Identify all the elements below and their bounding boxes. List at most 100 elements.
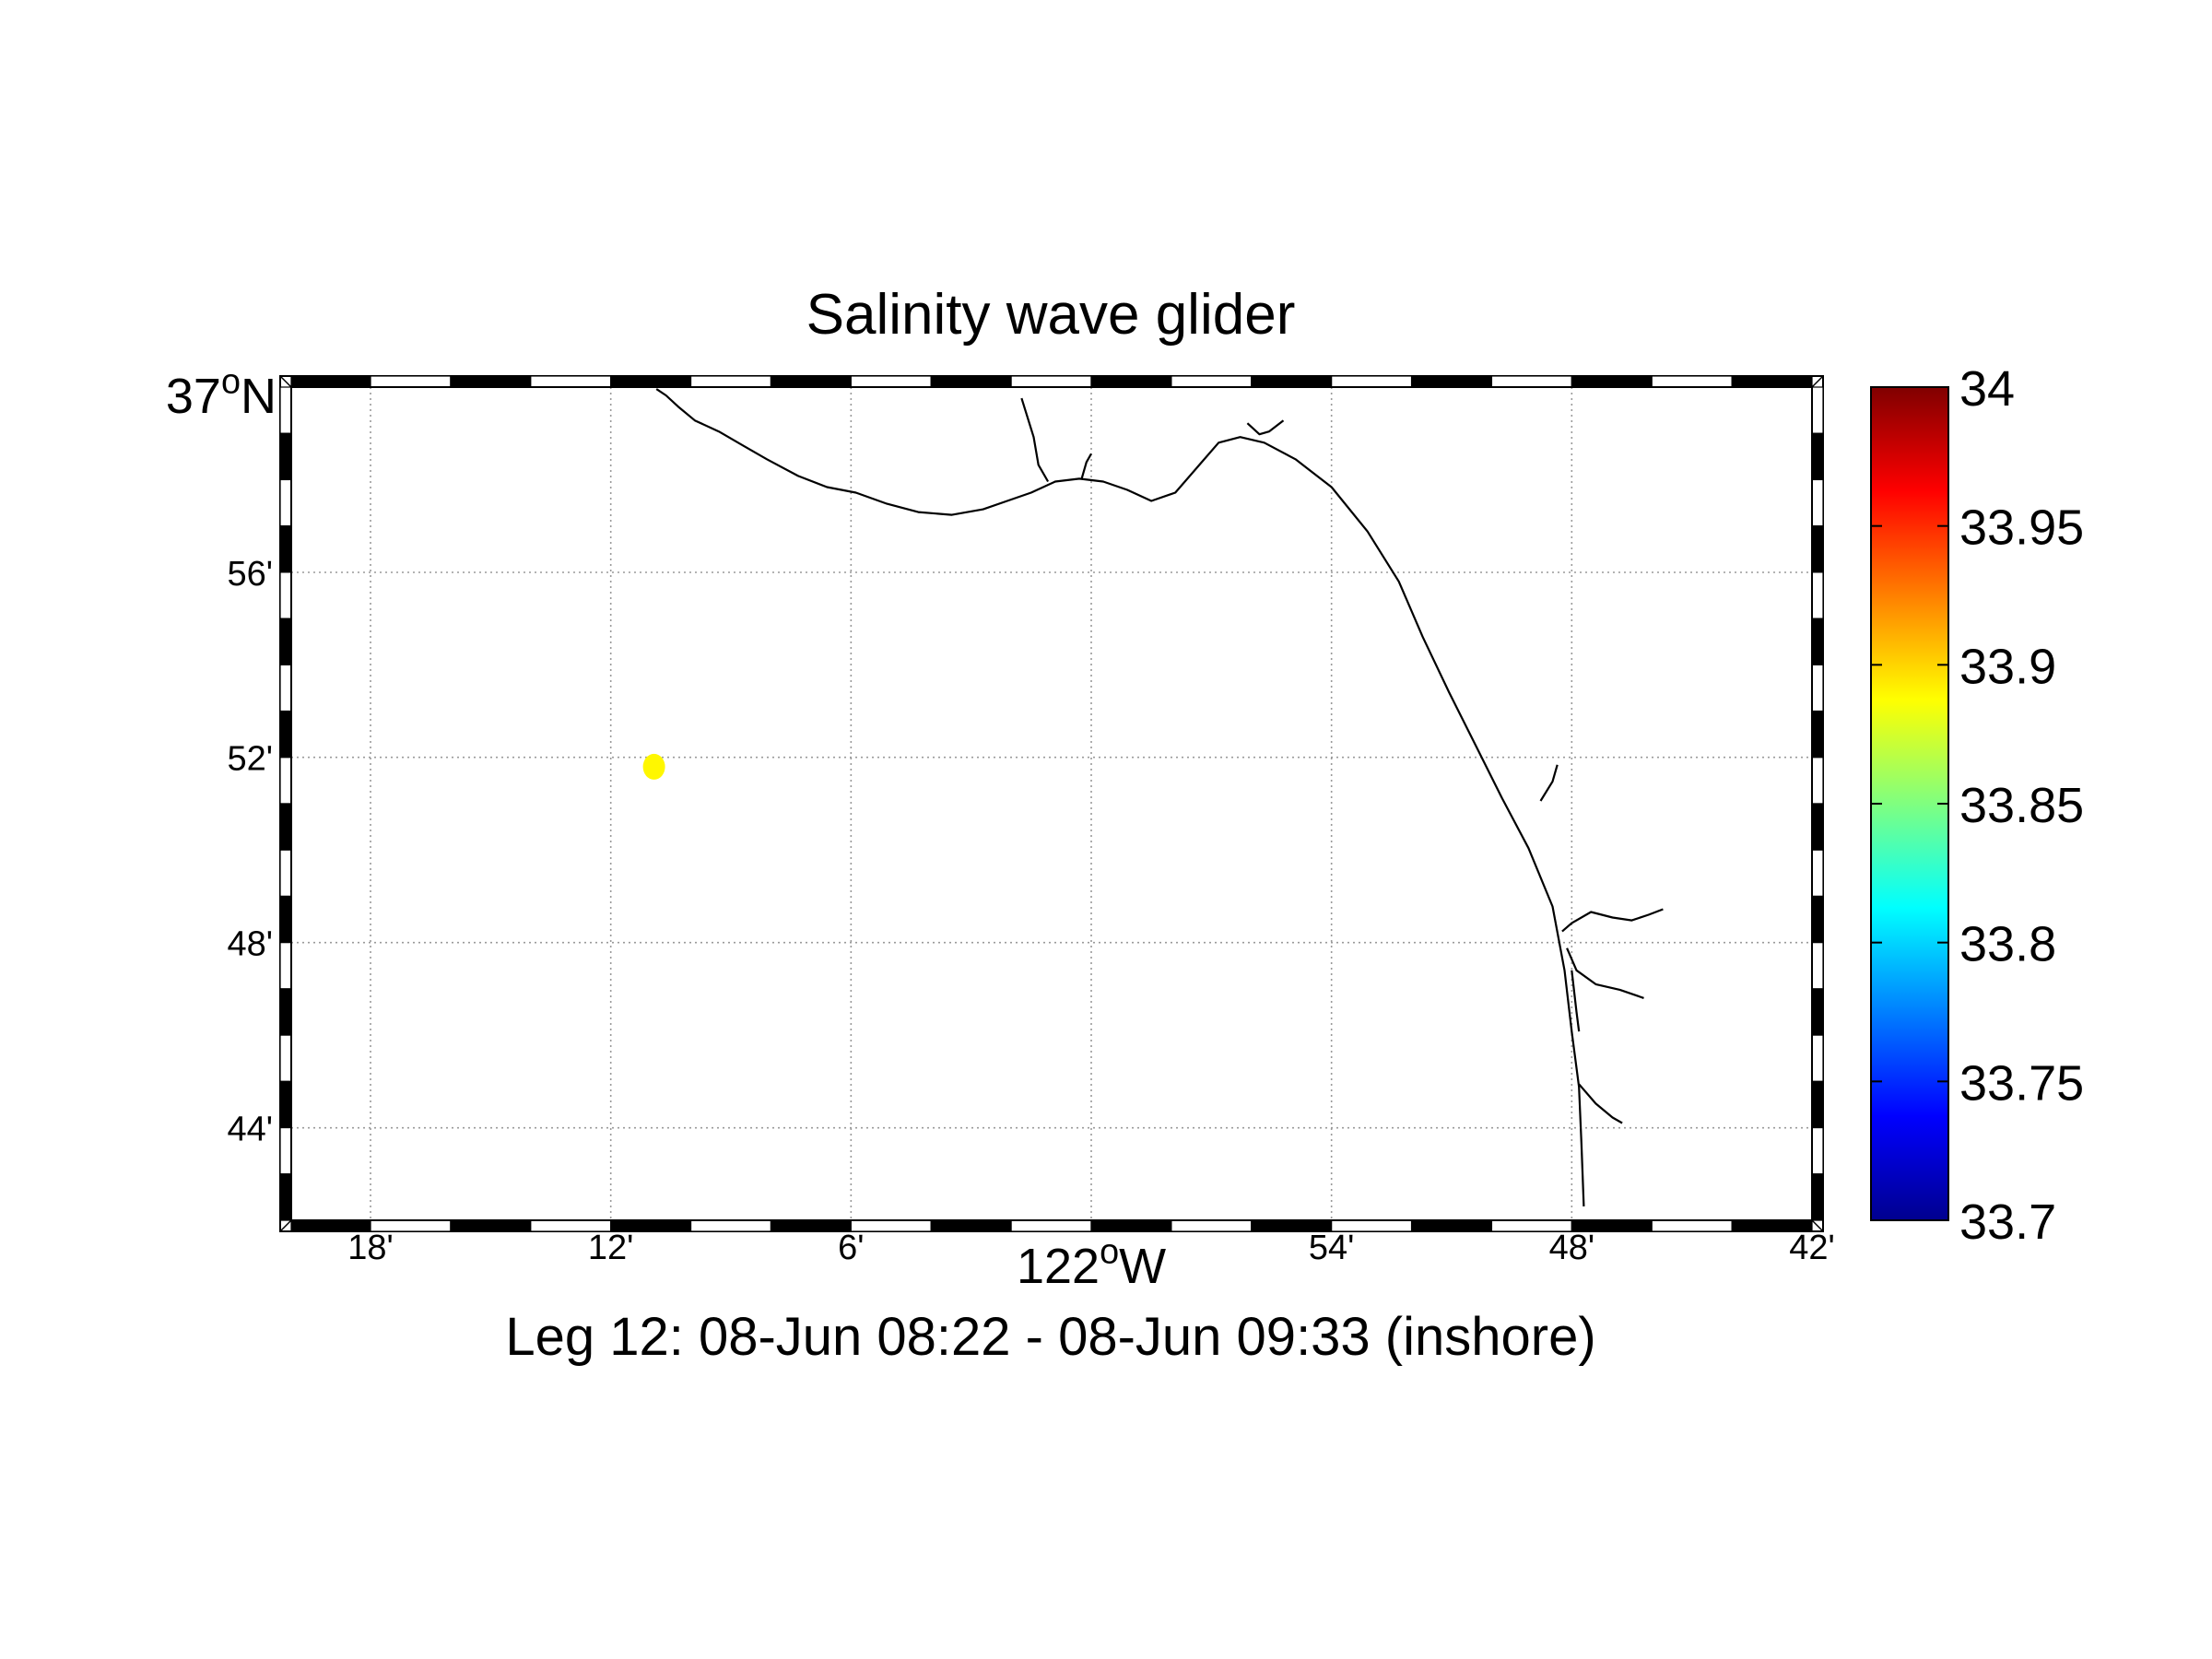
- frame-bar-segment: [279, 618, 292, 665]
- frame-bar-segment: [1651, 375, 1733, 388]
- map-frame: [279, 375, 1824, 1232]
- lat-tick-label: 44': [227, 1111, 273, 1149]
- frame-inner: [290, 386, 1813, 1221]
- frame-bar-segment: [279, 849, 292, 898]
- colorbar-label: 33.7: [1959, 1194, 2056, 1250]
- frame-bar-segment: [930, 1219, 1012, 1232]
- frame-bar-segment: [850, 375, 932, 388]
- frame-bar-segment: [1811, 525, 1824, 573]
- lat-tick-label: 48': [227, 925, 273, 964]
- glider-track: [642, 753, 665, 780]
- longitude-tick-labels: 18' 12' 6' 122oW 54' 48' 42': [347, 1229, 1835, 1294]
- frame-bar-segment: [279, 525, 292, 573]
- coastline-river: [1020, 397, 1050, 483]
- frame-bar-segment: [1410, 375, 1493, 388]
- coastline-river: [1246, 419, 1285, 436]
- frame-bar-segment: [279, 432, 292, 481]
- frame-bar-segment: [279, 1126, 292, 1175]
- frame-bar-segment: [1010, 375, 1092, 388]
- colorbar-label: 33.8: [1959, 917, 2056, 972]
- coastline-river: [1539, 764, 1559, 802]
- coastline-river: [1566, 947, 1644, 999]
- frame-bar-segment: [290, 375, 371, 388]
- coastline-main: [655, 388, 1585, 1206]
- frame-bar-segment: [279, 942, 292, 990]
- frame-bar-segment: [1651, 1219, 1733, 1232]
- frame-bar-segment: [610, 375, 692, 388]
- lon-tick-label: 6': [838, 1229, 864, 1267]
- frame-bar-segment: [1811, 1080, 1824, 1129]
- frame-bar-segment: [1811, 803, 1824, 851]
- frame-bar-segment: [450, 1219, 532, 1232]
- frame-bar-segment: [930, 375, 1012, 388]
- lat-tick-label: 56': [227, 555, 273, 594]
- leg-subtitle: Leg 12: 08-Jun 08:22 - 08-Jun 09:33 (ins…: [505, 1307, 1595, 1367]
- frame-bar-segment: [1811, 1034, 1824, 1082]
- frame-bar-segment: [530, 375, 612, 388]
- frame-bar-segment: [1811, 710, 1824, 759]
- frame-bar-segment: [279, 664, 292, 712]
- frame-bar-segment: [1811, 618, 1824, 665]
- frame-bar-segment: [1811, 432, 1824, 481]
- frame-bar-segment: [1410, 1219, 1493, 1232]
- frame-corner: [279, 375, 292, 388]
- frame-bar-segment: [1490, 375, 1572, 388]
- lon-tick-label: 54': [1309, 1229, 1355, 1267]
- frame-bar-segment: [1811, 1126, 1824, 1175]
- frame-bar-segment: [770, 375, 852, 388]
- frame-bar-segment: [279, 478, 292, 527]
- frame-bar-segment: [1331, 375, 1413, 388]
- lat-label-major: 37oN: [166, 362, 276, 424]
- frame-bar-segment: [450, 375, 532, 388]
- frame-corner: [1811, 1219, 1824, 1232]
- frame-bar-segment: [1090, 1219, 1172, 1232]
- coastline-river: [1080, 453, 1092, 479]
- frame-bar-segment: [279, 895, 292, 944]
- frame-bar-segment: [1811, 849, 1824, 898]
- colorbar-label: 33.9: [1959, 639, 2056, 694]
- coastline-river: [1578, 1083, 1623, 1124]
- lon-tick-label: 48': [1549, 1229, 1595, 1267]
- frame-bar-segment: [1811, 664, 1824, 712]
- map-title: Salinity wave glider: [806, 283, 1296, 347]
- frame-bar-segment: [1811, 478, 1824, 527]
- colorbar-label: 33.95: [1959, 500, 2084, 556]
- map-panel: 18' 12' 6' 122oW 54' 48' 42' 37oN 56' 52' 48' 44': [166, 362, 1835, 1294]
- frame-bar-segment: [1811, 386, 1824, 434]
- frame-bar-segment: [1811, 988, 1824, 1036]
- lat-tick-label: 52': [227, 740, 273, 779]
- frame-bar-segment: [279, 386, 292, 434]
- coastline-river: [1571, 970, 1581, 1032]
- colorbar-ticks: 34 33.95 33.9 33.85 33.8 33.75 33.7: [1871, 361, 2084, 1250]
- frame-bar-segment: [370, 375, 452, 388]
- coastline-river: [1561, 908, 1664, 933]
- colorbar-label: 33.85: [1959, 778, 2084, 833]
- frame-bar-segment: [279, 803, 292, 851]
- salinity-point: [642, 753, 665, 780]
- frame-bar-segment: [1811, 895, 1824, 944]
- frame-bar-segment: [1811, 1173, 1824, 1221]
- frame-bar-segment: [279, 988, 292, 1036]
- colorbar-label: 33.75: [1959, 1055, 2084, 1111]
- frame-bar-segment: [1811, 571, 1824, 619]
- coastline: [655, 388, 1664, 1206]
- salinity-colorbar: 34 33.95 33.9 33.85 33.8 33.75 33.7: [1870, 361, 2084, 1250]
- frame-bar-segment: [1731, 375, 1813, 388]
- frame-corner: [279, 1219, 292, 1232]
- frame-bar-segment: [1811, 757, 1824, 805]
- frame-bar-segment: [279, 1080, 292, 1129]
- latitude-tick-labels: 37oN 56' 52' 48' 44': [166, 362, 276, 1148]
- frame-bar-segment: [279, 1173, 292, 1221]
- frame-bar-segment: [1251, 375, 1333, 388]
- colorbar-ramp: [1870, 386, 1949, 1221]
- frame-bar-segment: [1010, 1219, 1092, 1232]
- map-background: [291, 387, 1812, 1220]
- frame-bar-segment: [279, 757, 292, 805]
- frame-bar-segment: [279, 1034, 292, 1082]
- frame-bar-segment: [1571, 375, 1653, 388]
- lon-tick-label: 18': [347, 1229, 394, 1267]
- frame-bar-segment: [1090, 375, 1172, 388]
- colorbar-label: 34: [1959, 361, 2015, 417]
- frame-bar-segment: [1171, 1219, 1253, 1232]
